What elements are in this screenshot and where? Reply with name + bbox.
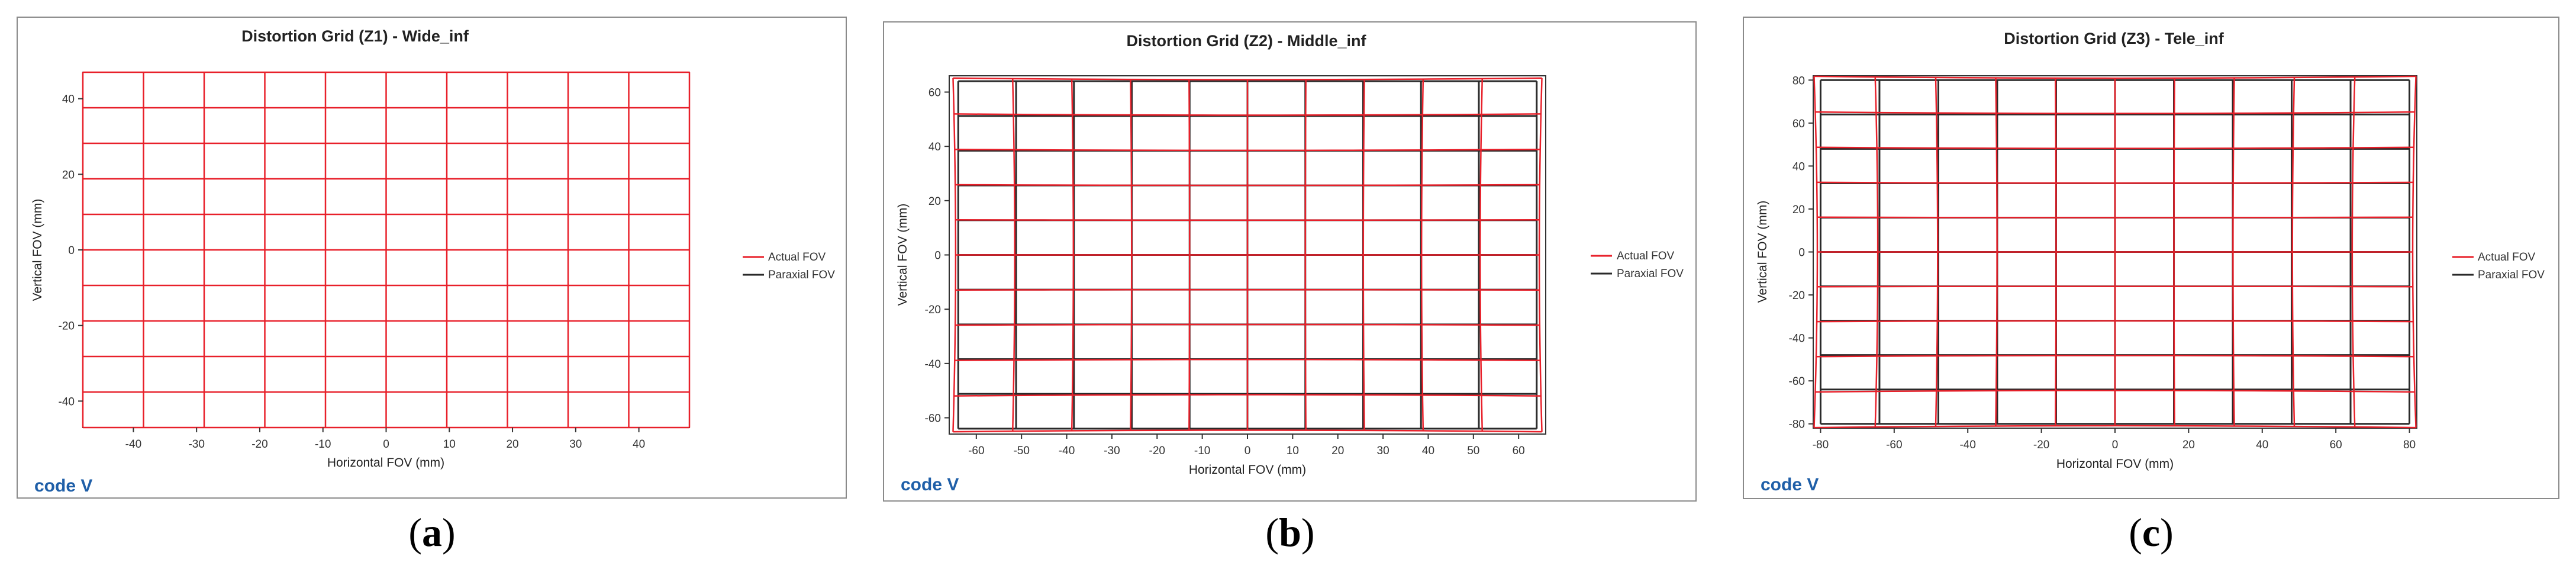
y-axis-label-a: Vertical FOV (mm) (31, 199, 44, 301)
x-tick-label: 40 (2256, 439, 2268, 451)
y-tick-label: -40 (925, 358, 941, 371)
legend-actual-b: Actual FOV (1617, 250, 1674, 262)
y-tick-label: 60 (928, 87, 941, 99)
chart-title-b: Distortion Grid (Z2) - Middle_inf (1127, 32, 1367, 50)
chart-panel-c: Distortion Grid (Z3) - Tele_inf Horizont… (1743, 17, 2559, 499)
y-tick-label: 0 (934, 250, 941, 262)
x-tick-label: 30 (1377, 445, 1389, 457)
legend-actual-c: Actual FOV (2478, 251, 2535, 264)
actual-grid-line (952, 78, 957, 432)
x-tick-label: 0 (1245, 445, 1251, 457)
actual-grid-line (2411, 76, 2417, 428)
y-tick-label: 20 (928, 195, 941, 208)
actual-grid-line (954, 113, 1541, 116)
chart-svg-b: Distortion Grid (Z2) - Middle_inf Horizo… (896, 32, 1684, 494)
x-tick-label: 50 (1467, 445, 1479, 457)
actual-grid-line (1816, 146, 2414, 149)
y-tick-label: -40 (59, 396, 75, 408)
y-tick-label: -20 (59, 320, 75, 333)
y-tick-label: 40 (928, 141, 941, 153)
actual-grid-line (1817, 216, 2413, 219)
caption-b: (b) (1265, 510, 1315, 555)
logo-c: code V (1761, 475, 1819, 494)
y-tick-label: 0 (1798, 247, 1805, 259)
x-tick-label: 10 (1287, 445, 1299, 457)
x-tick-label: 0 (2112, 439, 2119, 451)
x-tick-label: -40 (1959, 439, 1975, 451)
y-tick-label: 40 (1792, 160, 1805, 173)
x-tick-label: 30 (569, 438, 582, 451)
actual-grid-line (955, 149, 1540, 152)
y-tick-label: -40 (1789, 333, 1805, 345)
y-tick-label: -20 (925, 304, 941, 316)
y-axis-label-c: Vertical FOV (mm) (1756, 201, 1769, 303)
chart-panel-b: Distortion Grid (Z2) - Middle_inf Horizo… (883, 21, 1697, 502)
chart-title-c: Distortion Grid (Z3) - Tele_inf (2004, 30, 2224, 47)
x-tick-label: -30 (188, 438, 204, 451)
caption-c: (c) (2129, 510, 2174, 555)
x-tick-label: -60 (1886, 439, 1902, 451)
x-axis-label-a: Horizontal FOV (mm) (327, 456, 444, 470)
actual-grid-line (1816, 355, 2414, 358)
y-tick-label: -20 (1789, 290, 1805, 302)
x-tick-label: 0 (383, 438, 389, 451)
x-tick-label: 10 (443, 438, 456, 451)
x-axis-label-b: Horizontal FOV (mm) (1189, 463, 1306, 477)
logo-b: code V (901, 475, 959, 494)
y-tick-label: 20 (62, 169, 75, 181)
x-tick-label: -50 (1013, 445, 1029, 457)
actual-grid-line (953, 429, 1542, 433)
x-tick-label: 40 (1422, 445, 1434, 457)
y-tick-label: 20 (1792, 204, 1805, 216)
caption-a: (a) (408, 510, 456, 555)
actual-grid-line (954, 394, 1541, 397)
x-tick-label: -10 (1194, 445, 1210, 457)
chart-title-a: Distortion Grid (Z1) - Wide_inf (241, 27, 469, 45)
actual-grid-line (1817, 181, 2413, 184)
y-tick-label: 60 (1792, 118, 1805, 130)
actual-grid-line (955, 358, 1540, 361)
logo-a: code V (34, 476, 92, 496)
chart-svg-a: Distortion Grid (Z1) - Wide_inf Horizont… (31, 27, 835, 496)
x-axis-label-c: Horizontal FOV (mm) (2056, 457, 2174, 471)
y-tick-label: 0 (68, 245, 75, 257)
x-tick-label: -40 (1059, 445, 1075, 457)
legend-paraxial-c: Paraxial FOV (2478, 269, 2545, 281)
x-tick-label: -10 (315, 438, 331, 451)
x-tick-label: -20 (252, 438, 267, 451)
y-tick-label: 40 (62, 94, 75, 106)
x-tick-label: -20 (1149, 445, 1165, 457)
x-tick-label: 60 (1513, 445, 1525, 457)
y-tick-label: 80 (1792, 75, 1805, 87)
chart-panel-a: Distortion Grid (Z1) - Wide_inf Horizont… (17, 17, 847, 499)
y-tick-label: -60 (925, 413, 941, 425)
y-tick-label: -80 (1789, 419, 1805, 431)
chart-svg-c: Distortion Grid (Z3) - Tele_inf Horizont… (1756, 30, 2545, 494)
x-tick-label: -20 (2033, 439, 2049, 451)
actual-grid-line (1815, 111, 2415, 114)
x-tick-label: -60 (968, 445, 984, 457)
legend-paraxial-a: Paraxial FOV (768, 269, 835, 281)
legend-paraxial-b: Paraxial FOV (1617, 268, 1684, 280)
actual-grid-line (953, 77, 1542, 81)
x-tick-label: -40 (125, 438, 141, 451)
x-tick-label: -30 (1104, 445, 1120, 457)
actual-grid-line (1815, 390, 2415, 393)
legend-actual-a: Actual FOV (768, 251, 826, 264)
actual-grid-line (1813, 76, 1819, 428)
x-tick-label: 40 (633, 438, 645, 451)
actual-grid-line (1817, 320, 2413, 323)
x-tick-label: 80 (2403, 439, 2416, 451)
x-tick-label: 60 (2330, 439, 2342, 451)
actual-grid-line (1814, 425, 2416, 429)
x-tick-label: 20 (1331, 445, 1344, 457)
actual-grid-line (1814, 75, 2416, 79)
y-axis-label-b: Vertical FOV (mm) (896, 204, 910, 306)
x-tick-label: 20 (2182, 439, 2195, 451)
x-tick-label: 20 (506, 438, 518, 451)
actual-grid-line (1538, 78, 1543, 432)
x-tick-label: -80 (1813, 439, 1829, 451)
y-tick-label: -60 (1789, 375, 1805, 388)
